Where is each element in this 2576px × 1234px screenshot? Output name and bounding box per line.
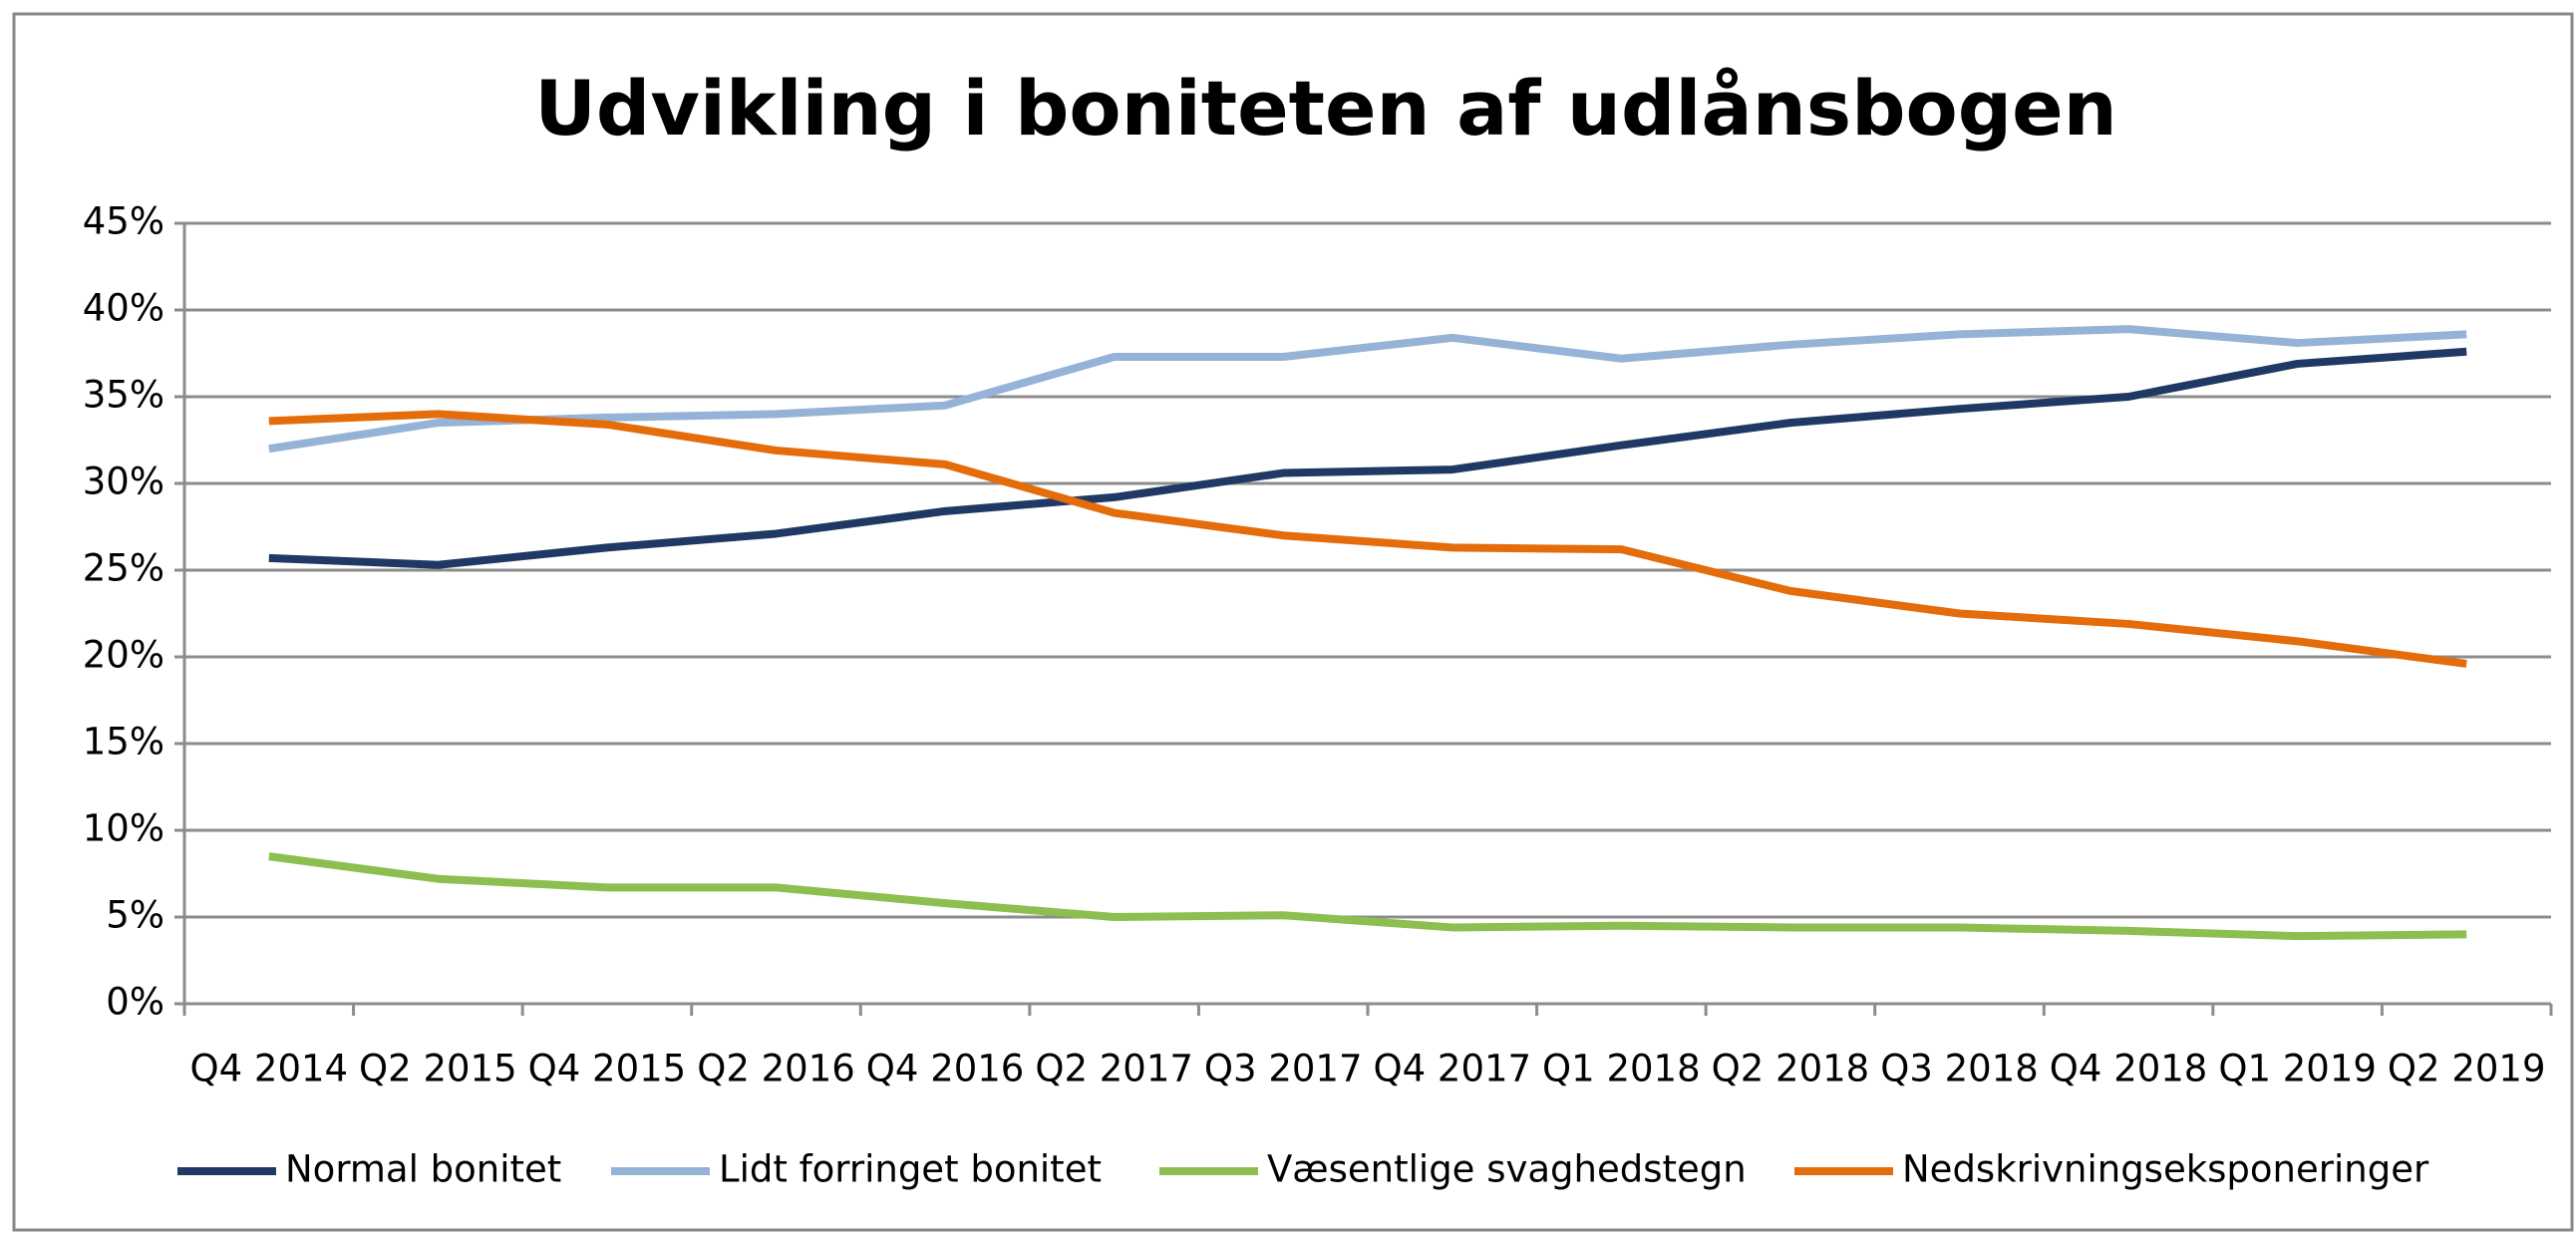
legend-label: Væsentlige svaghedstegn: [1267, 1148, 1747, 1191]
legend-label: Normal bonitet: [285, 1148, 561, 1191]
series-line: [268, 410, 2467, 668]
x-tick-label: Q4 2018: [2050, 1048, 2208, 1090]
x-tick-label: Q2 2016: [697, 1048, 855, 1090]
x-tick-label: Q4 2014: [189, 1048, 348, 1090]
x-tick-label: Q4 2017: [1373, 1048, 1531, 1090]
x-tick-label: Q2 2015: [359, 1048, 517, 1090]
y-tick-label: 0%: [106, 981, 164, 1024]
x-tick-label: Q3 2017: [1204, 1048, 1363, 1090]
x-tick-label: Q4 2015: [528, 1048, 687, 1090]
x-tick-label: Q4 2016: [866, 1048, 1025, 1090]
series-line: [268, 325, 2467, 454]
y-tick-label: 20%: [83, 634, 164, 677]
x-tick-label: Q2 2017: [1035, 1048, 1193, 1090]
y-tick-label: 10%: [83, 807, 164, 850]
legend-label: Lidt forringet bonitet: [719, 1148, 1102, 1191]
chart-title: Udvikling i boniteten af udlånsbogen: [534, 64, 2117, 153]
legend-label: Nedskrivningseksponeringer: [1902, 1148, 2429, 1191]
x-tick-label: Q3 2018: [1880, 1048, 2039, 1090]
y-tick-label: 5%: [106, 894, 164, 937]
series-line: [268, 852, 2467, 941]
x-tick-label: Q2 2018: [1712, 1048, 1870, 1090]
y-tick-label: 30%: [83, 461, 164, 503]
x-tick-label: Q1 2018: [1542, 1048, 1701, 1090]
y-tick-label: 25%: [83, 547, 164, 590]
x-tick-label: Q2 2019: [2388, 1048, 2546, 1090]
y-tick-label: 40%: [83, 287, 164, 330]
x-tick-label: Q1 2019: [2218, 1048, 2377, 1090]
series-line: [268, 347, 2467, 569]
y-tick-label: 35%: [83, 374, 164, 417]
y-tick-label: 45%: [83, 200, 164, 243]
y-tick-label: 15%: [83, 721, 164, 764]
